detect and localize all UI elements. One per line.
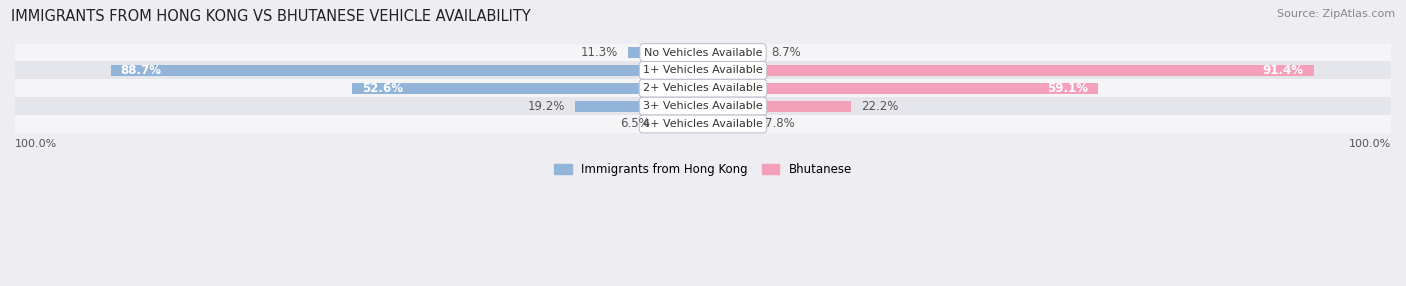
Bar — [703, 83, 1098, 94]
Bar — [15, 97, 1391, 115]
Text: 22.2%: 22.2% — [862, 100, 898, 113]
Bar — [659, 118, 703, 130]
Bar — [15, 79, 1391, 97]
Bar — [703, 65, 1313, 76]
Bar — [15, 115, 1391, 133]
Text: 100.0%: 100.0% — [15, 139, 58, 149]
Text: 6.5%: 6.5% — [620, 118, 650, 130]
Text: 100.0%: 100.0% — [1348, 139, 1391, 149]
Text: 88.7%: 88.7% — [121, 64, 162, 77]
Bar — [111, 65, 703, 76]
Text: 11.3%: 11.3% — [581, 46, 617, 59]
Bar — [703, 118, 755, 130]
Bar — [15, 61, 1391, 79]
Bar — [703, 101, 851, 112]
Bar — [703, 47, 761, 58]
Text: 19.2%: 19.2% — [527, 100, 565, 113]
Text: 91.4%: 91.4% — [1263, 64, 1303, 77]
Bar — [15, 43, 1391, 61]
Text: 7.8%: 7.8% — [765, 118, 794, 130]
Text: 3+ Vehicles Available: 3+ Vehicles Available — [643, 101, 763, 111]
Text: IMMIGRANTS FROM HONG KONG VS BHUTANESE VEHICLE AVAILABILITY: IMMIGRANTS FROM HONG KONG VS BHUTANESE V… — [11, 9, 531, 23]
Bar — [575, 101, 703, 112]
Text: No Vehicles Available: No Vehicles Available — [644, 47, 762, 57]
Bar — [627, 47, 703, 58]
Text: 8.7%: 8.7% — [770, 46, 801, 59]
Legend: Immigrants from Hong Kong, Bhutanese: Immigrants from Hong Kong, Bhutanese — [554, 163, 852, 176]
Bar — [352, 83, 703, 94]
Text: 59.1%: 59.1% — [1046, 82, 1088, 95]
Text: 4+ Vehicles Available: 4+ Vehicles Available — [643, 119, 763, 129]
Text: 2+ Vehicles Available: 2+ Vehicles Available — [643, 83, 763, 93]
Text: 1+ Vehicles Available: 1+ Vehicles Available — [643, 65, 763, 76]
Text: 52.6%: 52.6% — [361, 82, 402, 95]
Text: Source: ZipAtlas.com: Source: ZipAtlas.com — [1277, 9, 1395, 19]
